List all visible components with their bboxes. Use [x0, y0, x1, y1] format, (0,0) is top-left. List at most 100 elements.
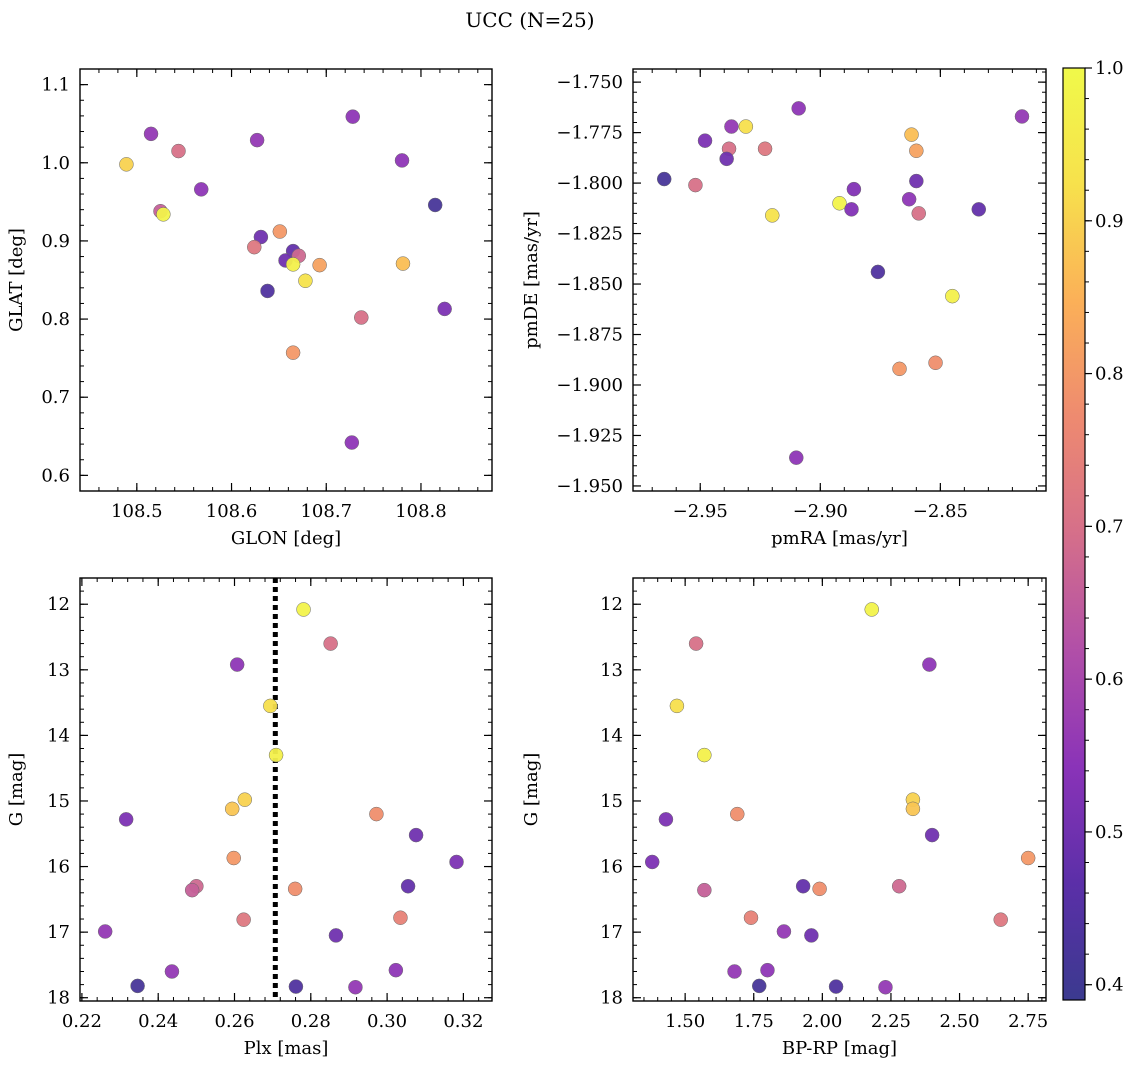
scatter-point — [909, 173, 924, 189]
scatter-point — [193, 182, 209, 197]
y-tick-label: −1.825 — [556, 224, 623, 245]
scatter-point — [757, 141, 773, 157]
scatter-point — [669, 698, 685, 714]
y-tick-label: −1.800 — [556, 173, 623, 194]
colorbar-tick-label: 0.4 — [1095, 975, 1124, 996]
scatter-point — [724, 119, 739, 134]
scatter-point — [393, 910, 408, 925]
y-tick-label: 14 — [600, 725, 623, 746]
x-tick-label: 108.8 — [395, 501, 447, 522]
scatter-point — [892, 361, 907, 377]
y-tick-label: 17 — [47, 922, 70, 943]
figure-title: UCC (N=25) — [465, 8, 594, 32]
scatter-point — [878, 979, 893, 995]
scatter-point — [369, 806, 384, 822]
x-tick-label: 1.50 — [665, 1011, 705, 1032]
scatter-point — [922, 657, 937, 672]
x-tick-label: 0.28 — [291, 1011, 331, 1032]
scatter-point — [143, 126, 159, 142]
y-tick-label: −1.750 — [556, 72, 623, 93]
scatter-point — [791, 101, 806, 116]
scatter-point — [924, 827, 940, 843]
x-tick-label: 2.75 — [1008, 1011, 1048, 1032]
scatter-point — [812, 881, 827, 897]
scatter-point — [171, 143, 186, 159]
scatter-point — [395, 256, 411, 271]
scatter-point — [864, 602, 879, 617]
y-axis-title: G [mag] — [521, 753, 542, 826]
colorbar: 0.4 0.5 0.6 0.7 0.8 0.9 1.0 — [1062, 58, 1124, 1001]
y-tick-label: −1.900 — [556, 375, 623, 396]
y-tick-label: 15 — [600, 791, 623, 812]
colorbar-tick-label: 0.5 — [1095, 822, 1124, 843]
y-tick-label: 16 — [47, 857, 70, 878]
scatter-point — [268, 747, 284, 763]
panel-bprp-g: 1.50 1.75 2.00 2.25 2.50 2.75 12 13 14 15 16 17 18 BP… — [521, 577, 1048, 1059]
scatter-point — [697, 882, 712, 898]
y-tick-label: 1.0 — [41, 153, 70, 174]
scatter-point — [789, 450, 804, 465]
y-tick-label: 12 — [47, 594, 70, 615]
plot-frame — [632, 577, 1047, 1002]
scatter-point — [804, 928, 819, 943]
y-tick-label: 1.1 — [41, 75, 70, 96]
scatter-point — [1014, 109, 1030, 124]
x-tick-label: 2.00 — [802, 1011, 842, 1032]
colorbar-tick-label: 0.8 — [1095, 364, 1124, 385]
x-tick-label: 0.32 — [443, 1011, 483, 1032]
scatter-point — [658, 812, 674, 827]
plot-frame — [632, 68, 1047, 492]
scatter-point — [164, 964, 180, 979]
scatter-point — [130, 978, 145, 994]
scatter-point — [971, 202, 987, 217]
y-tick-label: 18 — [600, 988, 623, 1009]
scatter-point — [253, 229, 269, 245]
x-tick-label: −2.90 — [793, 501, 848, 522]
scatter-point — [229, 657, 245, 672]
panel-pmra-pmde: −2.95 −2.90 −2.85 −1.950 −1.925 −1.900 −1.875 −… — [521, 68, 1047, 549]
scatter-point — [287, 881, 303, 897]
scatter-point — [905, 801, 921, 817]
y-tick-label: 15 — [47, 791, 70, 812]
x-tick-label: 0.22 — [62, 1011, 102, 1032]
scatter-point — [260, 283, 275, 299]
scatter-point — [656, 171, 672, 187]
scatter-point — [285, 257, 301, 272]
scatter-point — [247, 239, 262, 255]
y-tick-label: 14 — [47, 725, 70, 746]
x-tick-label: 108.5 — [111, 501, 163, 522]
y-tick-label: −1.950 — [556, 476, 623, 497]
scatter-point — [348, 979, 363, 995]
y-tick-label: −1.775 — [556, 123, 623, 144]
scatter-point — [427, 197, 443, 213]
y-tick-label: 18 — [47, 988, 70, 1009]
colorbar-tick-label: 0.7 — [1095, 516, 1124, 537]
scatter-point — [891, 878, 907, 894]
y-tick-label: 16 — [600, 857, 623, 878]
x-axis-title: pmRA [mas/yr] — [771, 528, 908, 549]
scatter-point — [237, 792, 253, 807]
scatter-point — [751, 978, 767, 994]
scatter-point — [184, 882, 200, 898]
scatter-point — [288, 979, 304, 994]
scatter-point — [354, 310, 369, 325]
x-tick-label: 2.50 — [940, 1011, 980, 1032]
scatter-point — [323, 636, 338, 651]
scatter-point — [328, 928, 344, 943]
scatter-point — [909, 143, 924, 159]
y-axis-title: GLAT [deg] — [6, 228, 27, 332]
y-tick-label: 17 — [600, 922, 623, 943]
x-axis-title: BP-RP [mag] — [782, 1038, 897, 1059]
scatter-point — [832, 196, 847, 211]
scatter-point — [449, 854, 464, 870]
scatter-point — [928, 355, 943, 371]
scatter-point — [119, 157, 134, 172]
y-axis-title: G [mag] — [6, 753, 27, 826]
scatter-point — [945, 288, 960, 304]
x-axis-title: Plx [mas] — [244, 1038, 329, 1059]
scatter-point — [911, 206, 926, 221]
x-axis-title: GLON [deg] — [231, 528, 341, 549]
scatter-point — [644, 854, 660, 870]
scatter-point — [743, 910, 759, 925]
y-tick-label: −1.925 — [556, 425, 623, 446]
